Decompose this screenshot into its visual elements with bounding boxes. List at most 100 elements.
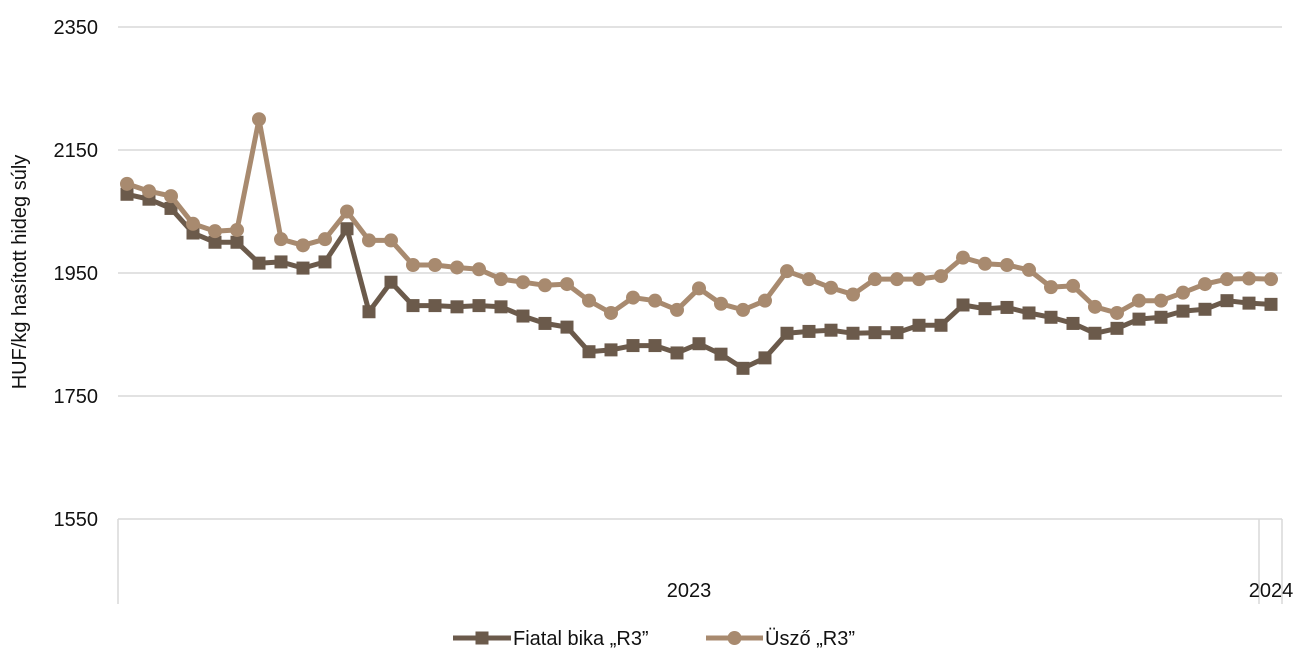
data-point [1220,272,1234,287]
data-point [230,222,244,237]
data-point [604,343,618,357]
data-point [208,235,222,249]
data-point [846,287,860,302]
legend-marker [475,631,489,645]
data-point [1154,310,1168,324]
data-point [736,361,750,375]
data-point [186,216,200,231]
data-point [252,256,266,270]
data-point [670,346,684,360]
series-group [120,112,1278,375]
data-point [1022,306,1036,320]
data-point [450,300,464,314]
data-point [340,204,354,219]
data-point [648,293,662,308]
data-point [1000,258,1014,273]
data-point [472,262,486,277]
data-point [1132,293,1146,308]
data-point [1044,280,1058,295]
data-point [714,296,728,311]
data-point [648,339,662,353]
data-point [582,345,596,359]
data-point [846,326,860,340]
data-point [890,326,904,340]
data-point [164,189,178,204]
data-point [1176,304,1190,318]
x-tick-label: 2024 [1249,580,1294,602]
data-point [868,326,882,340]
data-point [626,339,640,353]
data-point [384,275,398,289]
legend: Fiatal bika „R3” Üsző „R3” [453,628,855,648]
data-point [406,299,420,313]
data-point [516,275,530,290]
data-point [978,302,992,316]
series-1 [120,187,1278,375]
data-point [758,351,772,365]
legend-label: Fiatal bika „R3” [513,628,649,648]
data-point [296,261,310,275]
data-point [692,337,706,351]
y-tick-label: 1550 [54,509,99,531]
data-point [406,258,420,273]
data-point [1088,326,1102,340]
legend-label: Üsző „R3” [765,628,855,648]
data-point [780,326,794,340]
data-point [560,320,574,334]
data-point [1176,285,1190,300]
y-tick-label: 2150 [54,140,99,162]
data-point [1088,299,1102,314]
data-point [802,324,816,338]
data-point [142,184,156,199]
legend-marker [727,631,742,645]
data-point [1110,321,1124,335]
legend-item: Fiatal bika „R3” [453,628,649,648]
data-point [164,201,178,215]
data-point [824,280,838,295]
x-tick-label: 2023 [667,580,712,602]
data-point [978,256,992,271]
y-tick-label: 1950 [54,263,99,285]
data-point [890,272,904,287]
data-point [362,233,376,248]
gridlines [118,26,1282,520]
data-point [912,272,926,287]
data-point [494,300,508,314]
data-point [1242,271,1256,286]
y-tick-label: 2350 [54,17,99,39]
legend-item: Üsző „R3” [706,628,855,648]
data-point [604,305,618,320]
data-point [1066,316,1080,330]
data-point [758,293,772,308]
data-point [714,347,728,361]
data-point [318,232,332,247]
data-point [120,187,134,201]
data-point [450,260,464,275]
data-point [494,272,508,287]
data-point [274,255,288,269]
data-point [780,264,794,279]
data-point [1264,272,1278,287]
y-tick-label: 1750 [54,386,99,408]
data-point [1198,277,1212,292]
data-point [1220,294,1234,308]
data-point [230,235,244,249]
data-point [428,258,442,273]
data-point [560,277,574,292]
data-point [1044,310,1058,324]
data-point [1154,293,1168,308]
data-point [538,278,552,293]
data-point [1066,278,1080,293]
data-point [626,290,640,305]
series-2 [120,112,1278,320]
data-point [1110,305,1124,320]
data-point [934,318,948,332]
data-point [802,272,816,287]
y-axis-title: HUF/kg hasított hideg súly [9,155,31,390]
data-point [692,281,706,296]
data-point [384,233,398,248]
x-axis: 2023 2024 [117,519,1294,604]
data-point [296,238,310,253]
data-point [824,323,838,337]
data-point [1022,262,1036,277]
